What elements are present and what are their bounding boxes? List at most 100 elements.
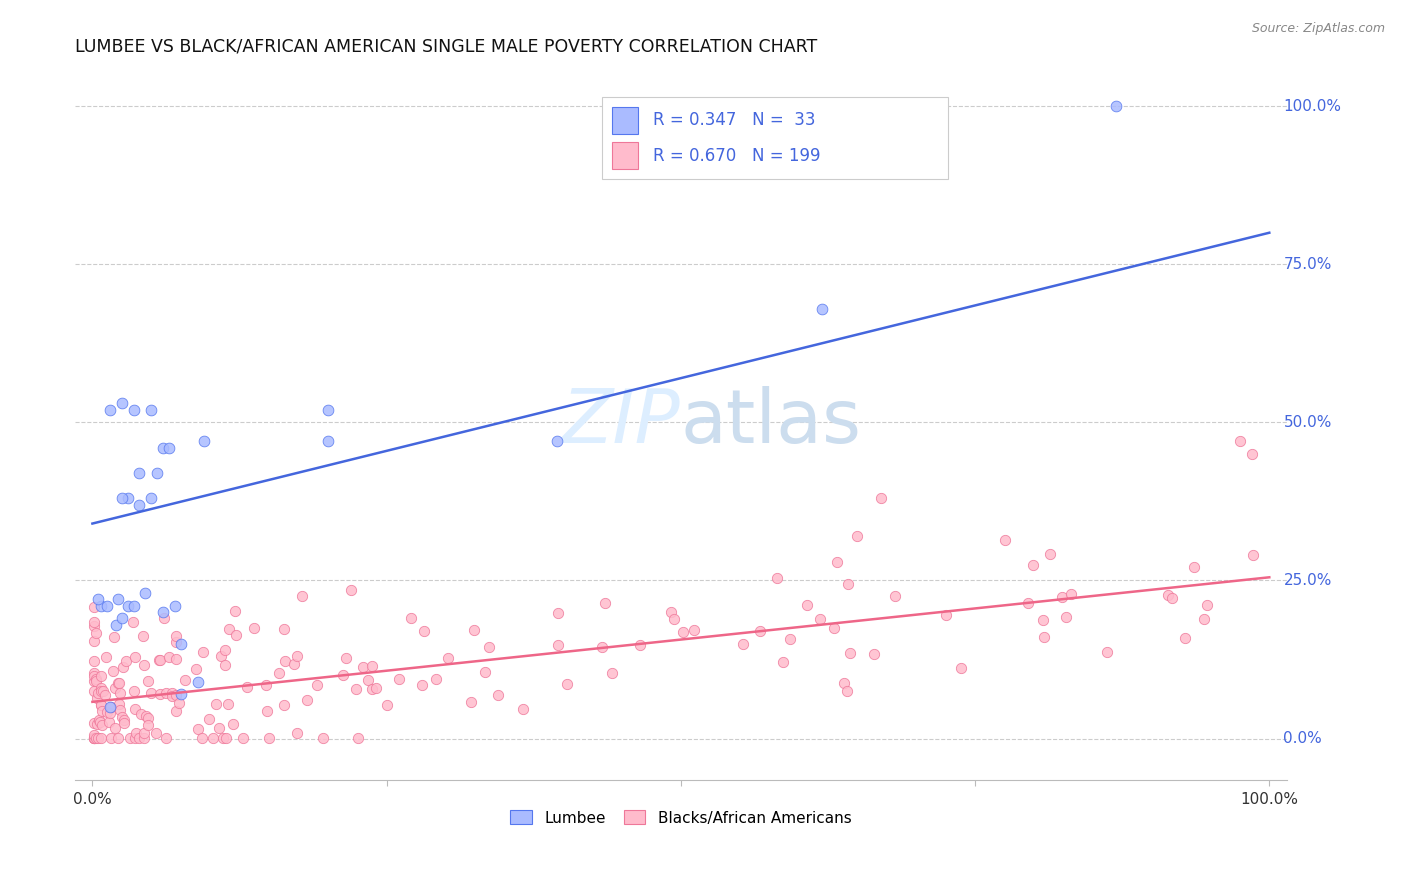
Point (591, 640, 613, 655)
Point (838, 646, 860, 660)
Point (682, 623, 704, 637)
Point (83, 728, 105, 742)
Point (1161, 591, 1184, 605)
Point (273, 698, 295, 713)
Point (91, 704, 114, 718)
Point (110, 710, 132, 724)
Point (600, 665, 623, 680)
Point (863, 647, 886, 661)
Point (1194, 612, 1216, 626)
Point (344, 682, 367, 697)
Point (823, 621, 845, 635)
Point (149, 653, 172, 667)
Text: LUMBEE VS BLACK/AFRICAN AMERICAN SINGLE MALE POVERTY CORRELATION CHART: LUMBEE VS BLACK/AFRICAN AMERICAN SINGLE … (75, 37, 817, 55)
Point (83, 731, 105, 745)
Point (547, 607, 569, 621)
Point (218, 697, 240, 711)
Point (212, 731, 235, 745)
Point (107, 592, 129, 607)
Point (136, 710, 159, 724)
Point (356, 673, 378, 688)
Point (100, 731, 122, 745)
Point (347, 731, 370, 745)
Point (232, 731, 254, 745)
Point (104, 617, 127, 632)
Point (112, 715, 135, 730)
Point (98, 402, 121, 417)
Point (128, 466, 150, 480)
Point (994, 533, 1017, 548)
FancyBboxPatch shape (602, 97, 948, 179)
Point (884, 590, 907, 604)
Text: 50.0%: 50.0% (1284, 415, 1331, 430)
Point (83, 684, 105, 698)
Point (1095, 645, 1118, 659)
Point (83, 669, 105, 683)
Point (136, 717, 159, 731)
Point (83, 615, 105, 629)
Point (557, 677, 579, 691)
Point (107, 698, 129, 712)
Point (832, 676, 855, 690)
Point (160, 686, 183, 700)
Point (84, 672, 107, 686)
Point (101, 664, 124, 678)
Point (155, 731, 177, 745)
Point (141, 402, 163, 417)
Point (86, 690, 108, 705)
Text: 0.0%: 0.0% (1284, 731, 1322, 746)
Point (1039, 547, 1062, 561)
Point (191, 645, 214, 659)
Point (935, 607, 957, 622)
Point (128, 498, 150, 512)
Point (90, 731, 112, 745)
Point (413, 624, 436, 639)
Point (129, 706, 152, 721)
Point (187, 674, 209, 689)
Point (157, 441, 180, 455)
Point (122, 402, 145, 417)
Text: R = 0.670   N = 199: R = 0.670 N = 199 (652, 147, 821, 165)
Point (1050, 590, 1073, 604)
Point (83, 673, 105, 688)
Point (191, 731, 214, 745)
Point (169, 637, 191, 651)
Point (174, 673, 197, 687)
Point (139, 686, 162, 700)
Point (148, 653, 170, 667)
Point (827, 554, 849, 568)
Point (121, 615, 143, 629)
Point (104, 721, 127, 735)
Point (100, 699, 122, 714)
Point (772, 656, 794, 670)
Point (207, 721, 229, 735)
Point (83, 731, 105, 745)
Point (111, 611, 134, 625)
Point (83, 665, 105, 680)
Point (152, 611, 174, 625)
Point (165, 635, 187, 649)
Point (285, 648, 308, 663)
Point (134, 658, 156, 673)
Point (117, 491, 139, 506)
Point (89, 713, 111, 727)
Point (1229, 434, 1251, 449)
Point (267, 666, 290, 681)
Point (187, 723, 209, 737)
Point (1157, 588, 1180, 602)
Point (98, 706, 121, 720)
Point (90, 681, 112, 695)
Point (366, 681, 388, 696)
Point (90, 599, 112, 613)
Point (107, 675, 129, 690)
Point (83, 716, 105, 731)
Point (332, 668, 354, 682)
Point (162, 690, 184, 704)
Point (96, 599, 118, 613)
Point (214, 642, 236, 657)
Point (141, 491, 163, 506)
Point (134, 586, 156, 600)
Point (91, 684, 114, 698)
Point (124, 731, 146, 745)
Point (283, 657, 305, 672)
